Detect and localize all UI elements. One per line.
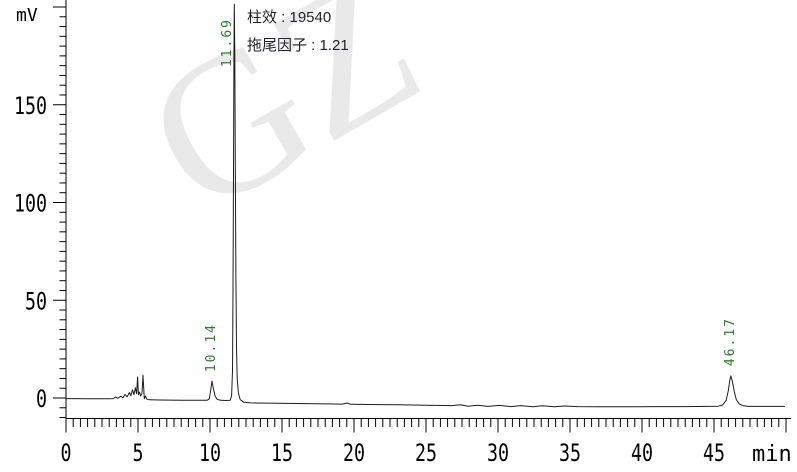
x-tick-label: 10: [199, 439, 221, 467]
peak-label-11-69: 11.69: [220, 18, 235, 68]
column-efficiency-text: 柱效 : 19540: [247, 9, 332, 26]
annotation-box: 柱效 : 19540 拖尾因子 : 1.21: [247, 9, 349, 55]
y-tick-label: 0: [36, 385, 47, 413]
x-tick-label: 5: [133, 439, 144, 467]
x-tick-label: 45: [703, 439, 725, 467]
x-tick-label: 0: [61, 439, 72, 467]
x-tick-label: 25: [415, 439, 437, 467]
y-axis-unit-label: mV: [16, 5, 38, 26]
y-tick-label: 50: [25, 287, 47, 315]
x-tick-label: 30: [487, 439, 509, 467]
y-tick-label: 100: [14, 190, 47, 218]
tailing-factor-text: 拖尾因子 : 1.21: [247, 37, 349, 54]
peak-label-10-14: 10.14: [204, 323, 219, 373]
x-axis-unit-label: min: [752, 442, 792, 467]
signal-trace: [65, 3, 786, 408]
x-tick-label: 15: [271, 439, 293, 467]
y-tick-label: 150: [14, 92, 47, 120]
x-tick-label: 40: [631, 439, 653, 467]
x-tick-label: 20: [343, 439, 365, 467]
x-tick-label: 35: [559, 439, 581, 467]
peak-label-46-17: 46.17: [723, 317, 738, 367]
